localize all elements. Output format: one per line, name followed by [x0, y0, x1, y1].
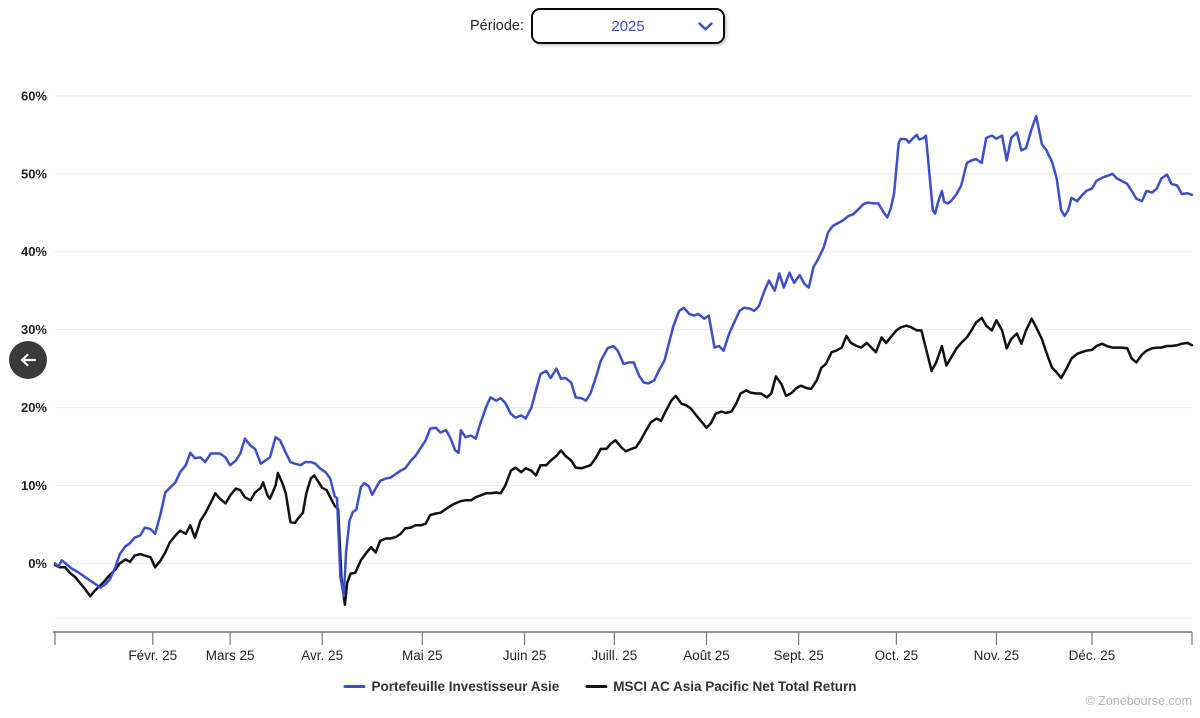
legend-item-benchmark[interactable]: MSCI AC Asia Pacific Net Total Return: [585, 679, 857, 694]
y-axis-label: 60%: [21, 88, 47, 103]
x-axis-label: Sept. 25: [773, 648, 823, 663]
legend-item-portfolio[interactable]: Portefeuille Investisseur Asie: [343, 679, 559, 694]
y-axis-label: 20%: [21, 400, 47, 415]
period-control: Période: 2025: [470, 8, 726, 44]
x-axis-label: Mai 25: [402, 648, 443, 663]
period-selected-value: 2025: [611, 17, 645, 35]
series-line-portfolio[interactable]: [53, 114, 1194, 598]
legend-label-benchmark: MSCI AC Asia Pacific Net Total Return: [613, 679, 857, 694]
x-axis-label: Déc. 25: [1069, 648, 1116, 663]
chart-legend: Portefeuille Investisseur Asie MSCI AC A…: [343, 679, 857, 694]
series-line-benchmark[interactable]: [53, 316, 1194, 606]
x-axis-label: Août 25: [683, 648, 730, 663]
chevron-down-icon: [698, 22, 713, 31]
y-axis-label: 10%: [21, 478, 47, 493]
y-axis-label: 50%: [21, 166, 47, 181]
copyright-text: © Zonebourse.com: [1085, 694, 1192, 708]
x-axis-label: Juin 25: [503, 648, 547, 663]
back-button[interactable]: [9, 341, 47, 379]
y-axis-label: 30%: [21, 322, 47, 337]
legend-swatch-blue: [343, 685, 366, 688]
y-axis-label: 0%: [28, 556, 47, 571]
legend-label-portfolio: Portefeuille Investisseur Asie: [371, 679, 560, 694]
x-axis-label: Oct. 25: [875, 648, 919, 663]
y-axis-label: 40%: [21, 244, 47, 259]
x-axis-label: Juill. 25: [592, 648, 638, 663]
period-select[interactable]: 2025: [531, 8, 726, 44]
legend-swatch-black: [585, 685, 608, 688]
left-arrow-icon: [20, 353, 37, 367]
x-axis-label: Avr. 25: [301, 648, 343, 663]
x-axis-label: Nov. 25: [974, 648, 1020, 663]
period-label: Période:: [470, 18, 525, 34]
x-axis-label: Mars 25: [206, 648, 255, 663]
x-axis-label: Févr. 25: [128, 648, 177, 663]
